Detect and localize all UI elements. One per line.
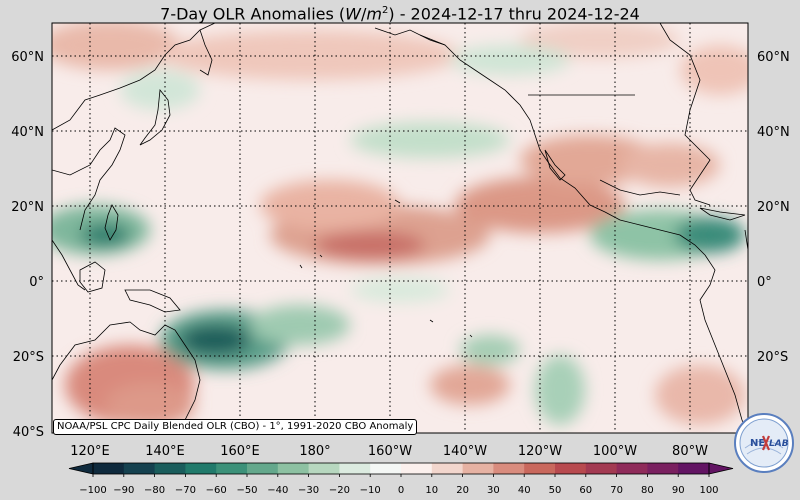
logo-text-right: LAB (769, 439, 789, 449)
indochina-coast (52, 239, 86, 291)
gulf-coast (599, 179, 681, 196)
east-asia-coast (52, 127, 126, 231)
lat-label: 40°N (11, 125, 44, 140)
lat-label: 20°S (13, 350, 44, 365)
lat-label: 60°N (11, 50, 44, 65)
colorbar-segment (647, 463, 679, 474)
logo-text-left: NE (750, 438, 765, 449)
colorbar-tick-label: −20 (329, 485, 350, 496)
lon-label: 140°W (443, 444, 487, 459)
map-title: 7-Day OLR Anomalies (W/m2) - 2024-12-17 … (160, 4, 640, 24)
latitude-labels-left: 60°N 40°N 20°N 0° 20°S 40°S (11, 50, 44, 440)
lon-label: 160°W (368, 444, 412, 459)
lon-label: 120°E (70, 444, 110, 459)
lon-label: 80°W (672, 444, 708, 459)
colorbar-tick-label: −10 (360, 485, 381, 496)
lat-label: 20°N (757, 200, 790, 215)
baja-coast (544, 149, 566, 181)
colorbar-segment (616, 463, 648, 474)
colorbar-segment (524, 463, 556, 474)
lat-label: 0° (29, 275, 44, 290)
latitude-labels-right: 60°N40°N20°N0°20°S40°S (757, 50, 790, 440)
colorbar-tick-label: 20 (456, 485, 469, 496)
colorbar-tick-label: −50 (236, 485, 257, 496)
lat-label: 40°N (757, 125, 790, 140)
colorbar-tick-label: 0 (398, 485, 404, 496)
colorbar-tick-label: −100 (79, 485, 106, 496)
lat-label: 0° (757, 275, 772, 290)
cuba-coast (699, 207, 746, 221)
gridlines (52, 23, 748, 433)
colorbar-segment (585, 463, 618, 474)
colorbar-tick-label: −40 (267, 485, 288, 496)
colorbar-tick-label: −30 (298, 485, 319, 496)
colorbar-tick-label: 50 (549, 485, 562, 496)
japan-coast (139, 88, 171, 146)
colorbar-tick-label: 10 (425, 485, 438, 496)
colorbar-segment (185, 463, 217, 474)
kamchatka-coast (199, 29, 213, 76)
colorbar-tick-label: 90 (672, 485, 685, 496)
colorbar-tick-label: −90 (113, 485, 134, 496)
us-east-coast (659, 23, 711, 206)
colorbar-tick-label: −60 (206, 485, 227, 496)
philippines-coast (104, 204, 119, 241)
nexlab-logo: NE LAB (734, 413, 794, 473)
borneo-coast (79, 261, 106, 293)
lat-label: 40°S (13, 425, 44, 440)
lon-label: 120°W (518, 444, 562, 459)
colorbar-segment (247, 463, 279, 474)
pacific-islands (299, 199, 473, 338)
anomaly-field (52, 23, 748, 433)
lat-label: 60°N (757, 50, 790, 65)
colorbar-segment (93, 463, 125, 474)
colorbar-segment (277, 463, 310, 474)
lon-label: 160°E (220, 444, 260, 459)
lon-label: 140°E (145, 444, 185, 459)
colorbar-extend-high (708, 462, 734, 475)
colorbar-tick-label: 30 (487, 485, 500, 496)
colorbar-segment (339, 463, 371, 474)
colorbar-tick-label: 80 (641, 485, 654, 496)
lon-label: 180° (299, 444, 330, 459)
colorbar-segment (431, 463, 464, 474)
colorbar-tick-label: 100 (699, 485, 718, 496)
colorbar-tick-label: 60 (579, 485, 592, 496)
colorbar-extend-low (68, 462, 94, 475)
colorbar-segment (462, 463, 494, 474)
lat-label: 20°N (11, 200, 44, 215)
longitude-labels: 120°E 140°E 160°E 180° 160°W 140°W 120°W 100°W 8… (70, 444, 708, 459)
colorbar-segment (216, 463, 248, 474)
colorbar-segment (370, 463, 402, 474)
colorbar-segment (493, 463, 525, 474)
colorbar-tick-labels: −100 −90 −80 −70 −60 −50 −40 −30 −20 −10 0 10 20 30 40… (79, 474, 719, 496)
lon-label: 100°W (593, 444, 637, 459)
colorbar (68, 462, 734, 475)
new-guinea-coast (124, 289, 181, 313)
colorbar-segment (401, 463, 433, 474)
data-source-credit: NOAA/PSL CPC Daily Blended OLR (CBO) - 1… (53, 419, 418, 435)
coastlines (52, 23, 748, 433)
colorbar-segment (154, 463, 186, 474)
asia-coast (52, 23, 216, 131)
colorbar-tick-label: 40 (518, 485, 531, 496)
alaska-coast (374, 27, 446, 46)
colorbar-tick-label: −70 (175, 485, 196, 496)
colorbar-tick-label: 70 (610, 485, 623, 496)
colorbar-segment (555, 463, 587, 474)
lat-label: 20°S (757, 350, 788, 365)
colorbar-tick-label: −80 (144, 485, 165, 496)
colorbar-segment (123, 463, 156, 474)
colorbar-segment (678, 463, 710, 474)
colorbar-segment (308, 463, 340, 474)
